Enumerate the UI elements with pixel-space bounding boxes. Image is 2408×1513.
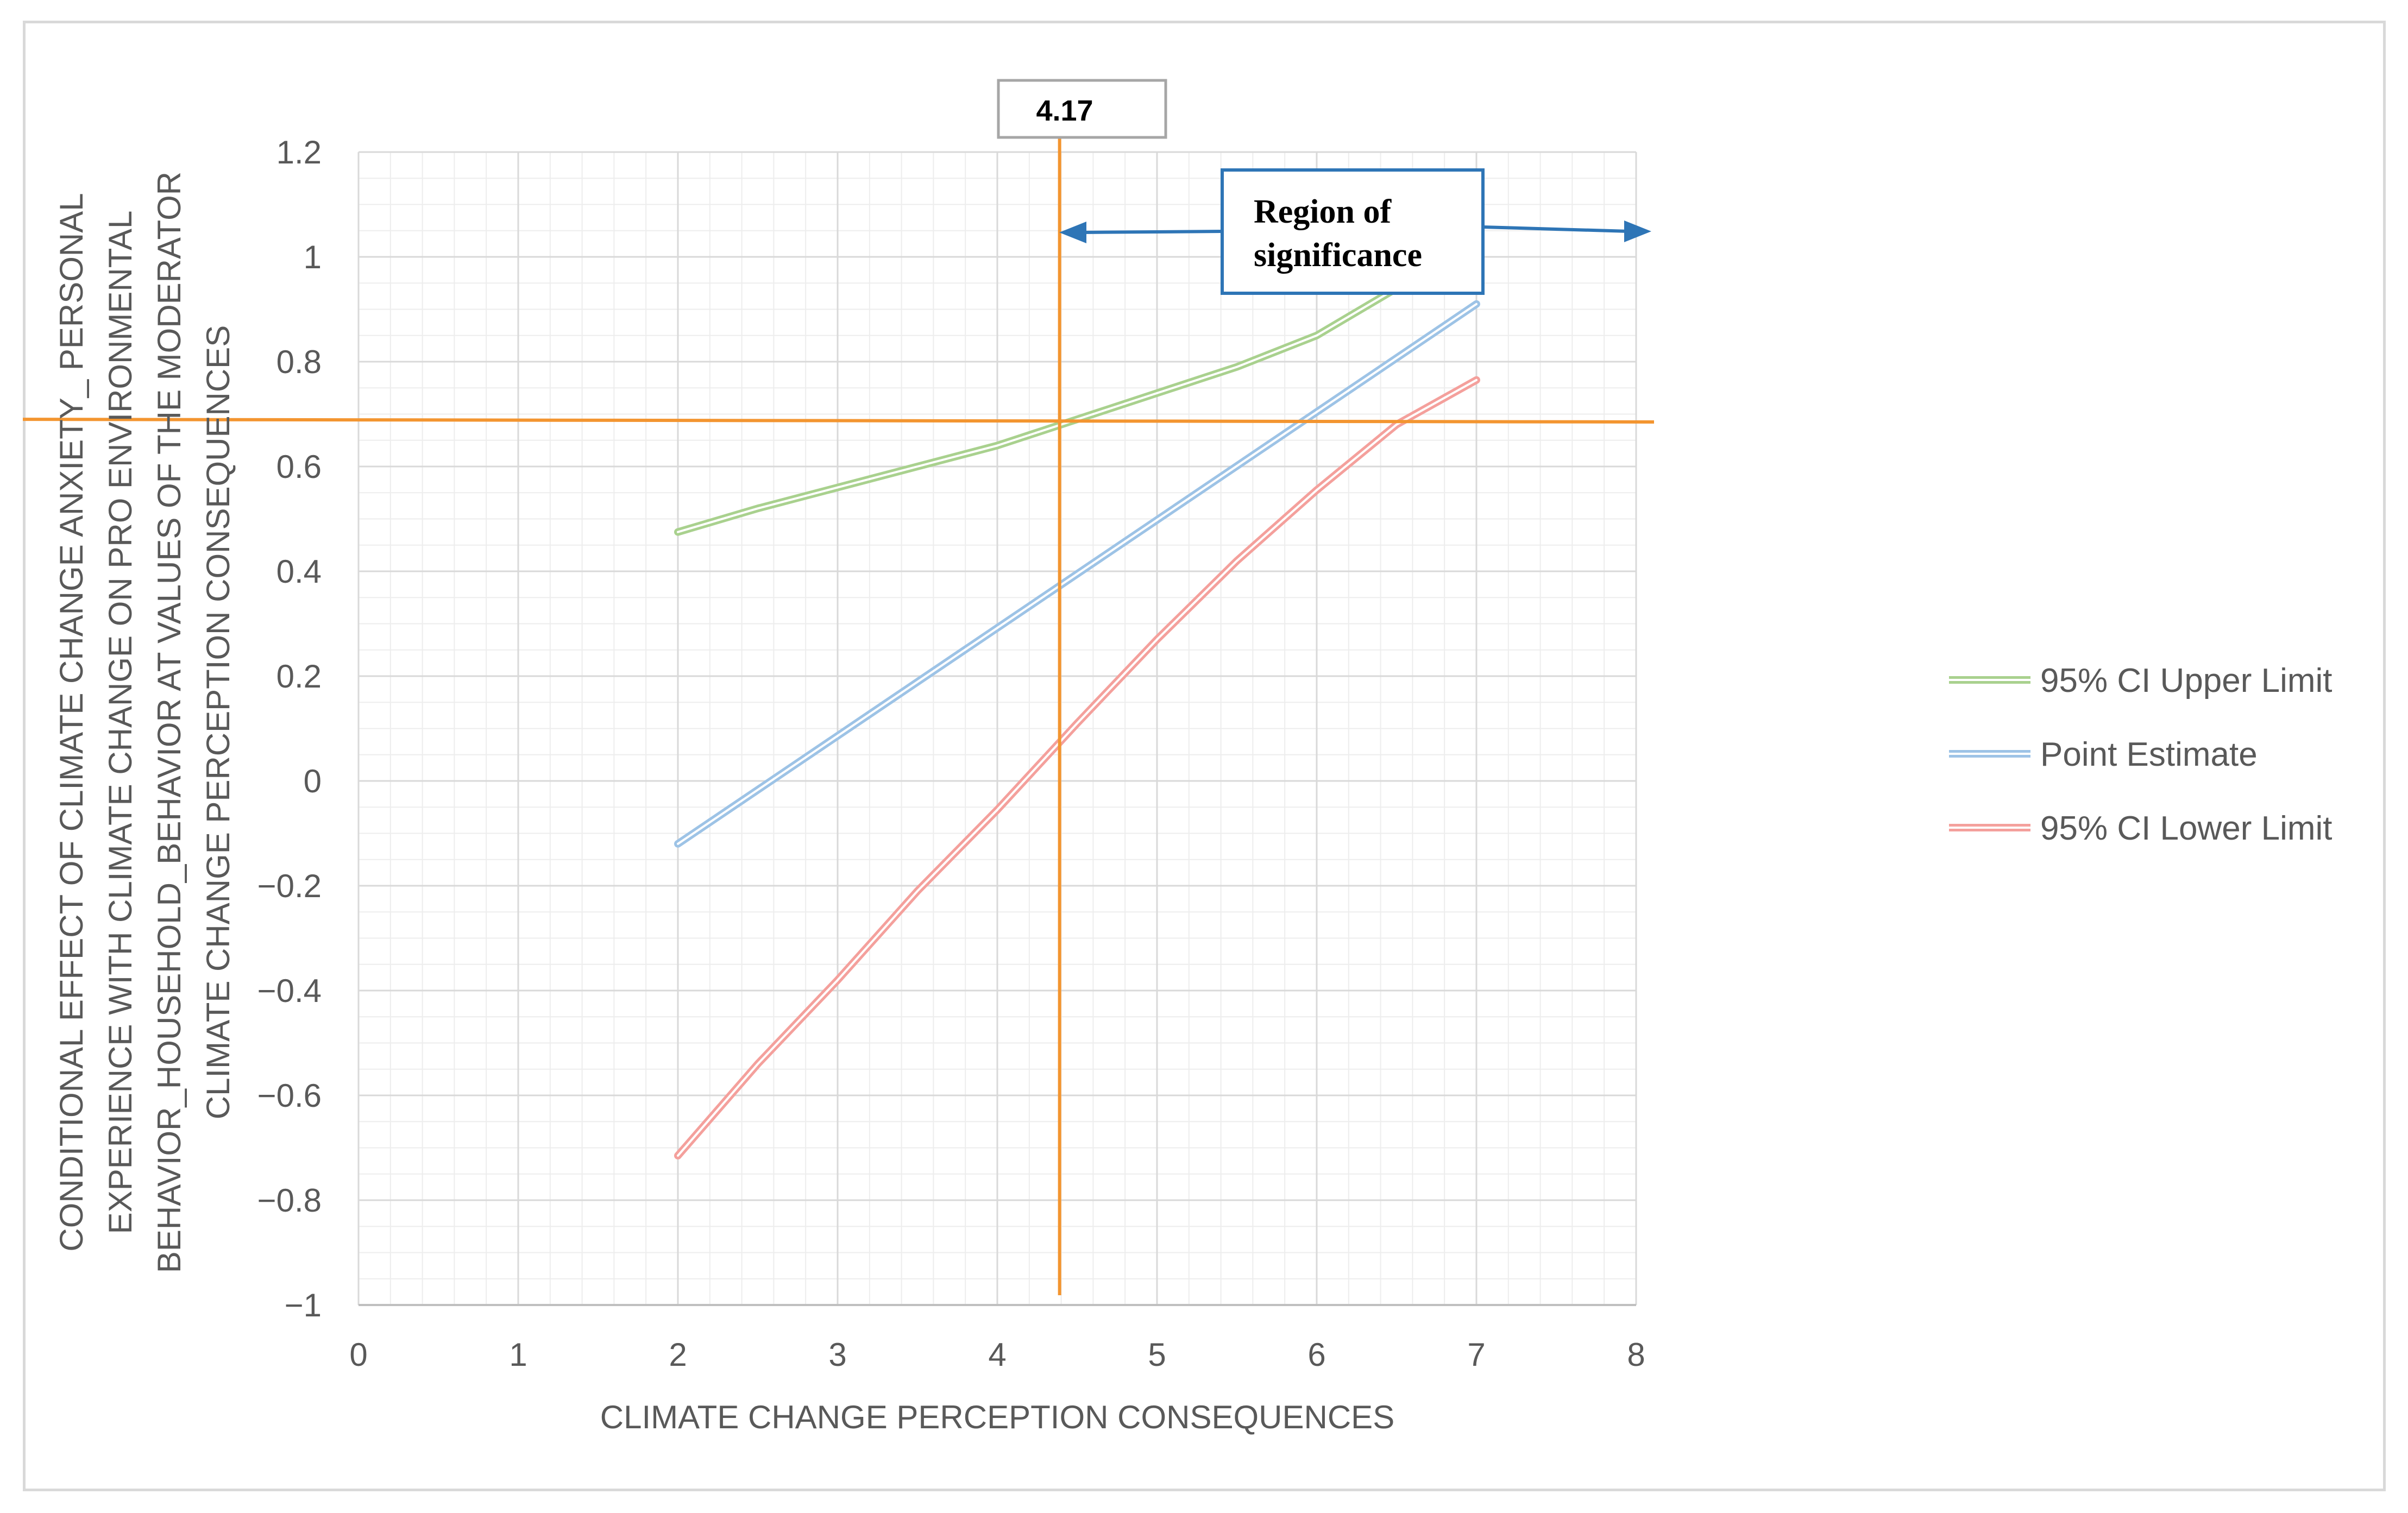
region-label-line1: Region of xyxy=(1254,193,1392,230)
y-tick-label: 1.2 xyxy=(276,134,322,171)
x-tick-label: 1 xyxy=(509,1337,527,1373)
y-tick-label: 1 xyxy=(304,239,322,275)
region-arrowhead-right xyxy=(1624,220,1651,242)
y-axis-title-line: CONDITIONAL EFFECT OF CLIMATE CHANGE ANX… xyxy=(53,193,90,1251)
reference-lines xyxy=(22,137,1655,1295)
series-line-inner-point-estimate xyxy=(677,302,1478,845)
series-line-inner-95-ci-lower-limit xyxy=(677,379,1478,1157)
region-arrow-right xyxy=(1482,225,1630,233)
value-box-label: 4.17 xyxy=(1036,94,1093,127)
y-tick-label: −0.2 xyxy=(257,868,322,904)
x-tick-label: 6 xyxy=(1307,1337,1325,1373)
region-of-significance-box xyxy=(1221,168,1485,295)
x-tick-label: 8 xyxy=(1627,1337,1645,1373)
y-tick-label: −1 xyxy=(285,1287,322,1323)
y-axis-title-line: BEHAVIOR_HOUSEHOLD_BEHAVIOR AT VALUES OF… xyxy=(151,172,187,1273)
series-layer xyxy=(674,224,1480,1159)
x-axis-title: CLIMATE CHANGE PERCEPTION CONSEQUENCES xyxy=(600,1399,1394,1435)
x-tick-label: 7 xyxy=(1467,1337,1485,1373)
y-tick-label: 0 xyxy=(304,763,322,799)
y-tick-label: −0.8 xyxy=(257,1182,322,1219)
legend-label-95-ci-lower-limit: 95% CI Lower Limit xyxy=(2040,810,2332,847)
x-tick-label: 5 xyxy=(1148,1337,1166,1373)
y-tick-label: 0.8 xyxy=(276,344,322,380)
x-tick-label: 3 xyxy=(828,1337,846,1373)
x-tick-label: 2 xyxy=(669,1337,687,1373)
x-tick-label: 4 xyxy=(988,1337,1006,1373)
legend: 95% CI Upper Limit Point Estimate 95% CI L… xyxy=(1949,662,2332,847)
y-axis-title: CONDITIONAL EFFECT OF CLIMATE CHANGE ANX… xyxy=(53,172,236,1273)
y-axis-title-line: CLIMATE CHANGE PERCEPTION CONSEQUENCES xyxy=(200,325,236,1119)
x-tick-label: 0 xyxy=(349,1337,367,1373)
y-tick-label: −0.4 xyxy=(257,973,322,1009)
x-tick-labels: 0 1 2 3 4 5 6 7 8 xyxy=(349,1337,1645,1373)
region-arrowhead-left xyxy=(1059,222,1086,243)
y-axis-title-line: EXPERIENCE WITH CLIMATE CHANGE ON PRO EN… xyxy=(102,211,139,1234)
y-tick-label: 0.4 xyxy=(276,553,322,590)
legend-label-point-estimate: Point Estimate xyxy=(2040,736,2258,773)
region-label-line2: significance xyxy=(1254,237,1422,274)
series-line-inner-95-ci-upper-limit xyxy=(677,226,1478,533)
reference-line-horizontal xyxy=(22,418,1655,424)
y-tick-label: −0.6 xyxy=(257,1077,322,1114)
value-box xyxy=(997,79,1167,139)
legend-label-95-ci-upper-limit: 95% CI Upper Limit xyxy=(2040,662,2332,699)
y-tick-label: 0.6 xyxy=(276,449,322,485)
y-tick-label: 0.2 xyxy=(276,658,322,695)
region-arrow-left xyxy=(1080,230,1223,234)
y-tick-labels: −1 −0.8 −0.6 −0.4 −0.2 0 0.2 0.4 0.6 0.8 1 1.2 xyxy=(257,134,322,1323)
